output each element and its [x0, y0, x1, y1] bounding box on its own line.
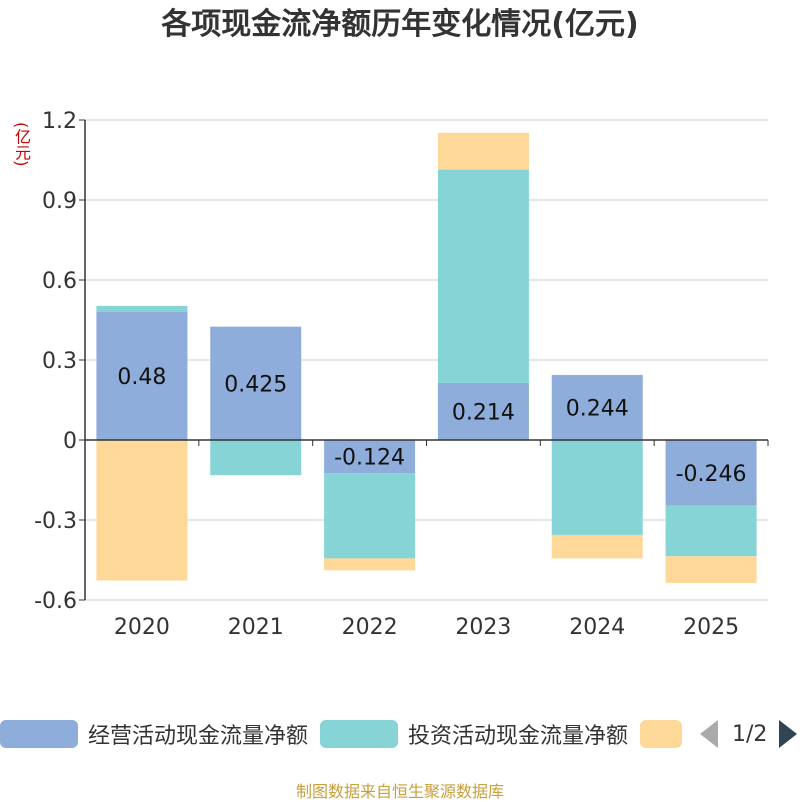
bar-financing: [96, 440, 188, 581]
bar-operating: [665, 440, 757, 506]
legend-item-financing[interactable]: [640, 714, 682, 754]
y-tick-label: 0.9: [42, 189, 77, 214]
x-tick-label: 2022: [342, 615, 398, 640]
bar-operating: [210, 326, 302, 440]
legend-next-page-icon[interactable]: [779, 720, 798, 748]
data-label: 0.48: [117, 365, 166, 390]
y-tick-label: 0.3: [42, 349, 77, 374]
bar-investing: [96, 305, 188, 312]
x-tick-label: 2025: [683, 615, 739, 640]
bar-operating: [96, 312, 188, 440]
y-tick-label: 0: [63, 429, 77, 454]
legend-page-number: 1/2: [732, 721, 768, 747]
data-label: -0.246: [676, 462, 747, 487]
bar-operating: [324, 440, 416, 474]
data-label: 0.244: [566, 396, 629, 421]
bar-investing: [210, 440, 302, 476]
bar-financing: [437, 132, 529, 170]
legend-label-investing: 投资活动现金流量净额: [408, 724, 629, 749]
bar-financing: [551, 534, 643, 559]
chart-canvas: -0.6 -0.3 0 0.3 0.6 0.9 1.2 0.48 2020 0.425 2021 -0…: [34, 109, 769, 640]
x-tick-label: 2024: [569, 615, 625, 640]
bar-operating: [551, 374, 643, 440]
bar-financing: [324, 558, 416, 571]
data-label: 0.214: [452, 400, 515, 425]
bar-investing: [324, 473, 416, 559]
bar-operating: [437, 382, 529, 440]
legend-swatch-investing: [320, 720, 398, 748]
x-tick-label: 2020: [114, 615, 170, 640]
data-label: -0.124: [334, 446, 405, 471]
legend-label-operating: 经营活动现金流量净额: [88, 724, 309, 749]
y-tick-label: -0.6: [34, 589, 77, 614]
source-note: 制图数据来自恒生聚源数据库: [295, 782, 504, 801]
legend-swatch-financing: [640, 720, 682, 748]
bar-investing: [437, 169, 529, 383]
y-tick-label: -0.3: [34, 509, 77, 534]
y-tick-label: 1.2: [42, 109, 77, 134]
y-tick-label: 0.6: [42, 269, 77, 294]
legend-item-operating[interactable]: 经营活动现金流量净额: [0, 714, 308, 754]
legend-swatch-operating: [0, 720, 78, 748]
bar-financing: [665, 556, 757, 583]
y-axis-unit-label: (亿元): [12, 122, 31, 167]
bar-investing: [551, 440, 643, 535]
x-tick-label: 2023: [455, 615, 511, 640]
bar-investing: [665, 505, 757, 557]
legend: 经营活动现金流量净额 投资活动现金流量净额 1/2: [0, 714, 800, 754]
chart-title: 各项现金流净额历年变化情况(亿元): [161, 7, 639, 42]
data-label: 0.425: [224, 372, 287, 397]
x-tick-label: 2021: [228, 615, 284, 640]
legend-prev-page-icon[interactable]: [700, 720, 718, 748]
legend-item-investing[interactable]: 投资活动现金流量净额: [320, 714, 628, 754]
legend-pager: 1/2: [700, 714, 798, 754]
